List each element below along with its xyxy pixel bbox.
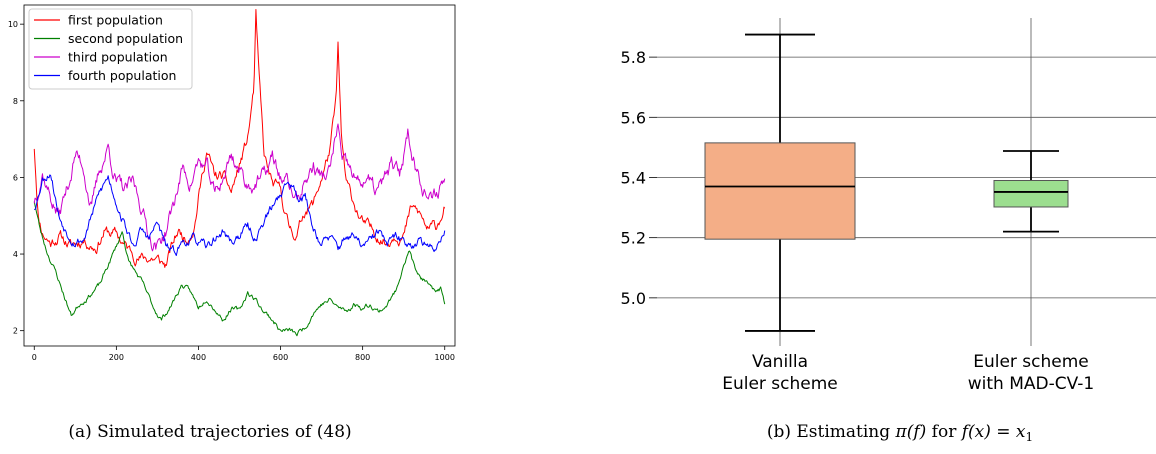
x-tick-label: 600 (273, 353, 288, 362)
x-tick-label: 800 (355, 353, 370, 362)
legend-label: fourth population (68, 68, 176, 83)
x-tick-label: 400 (191, 353, 206, 362)
series-line-1 (33, 9, 446, 268)
right-y-tick-label: 5.0 (621, 289, 646, 308)
left-panel: 0 200 400 600 800 1000 2 4 6 8 10 first populatio… (8, 4, 456, 442)
legend: first population second population third p… (28, 8, 193, 90)
right-y-ticks: 5.0 5.2 5.4 5.6 5.8 (621, 48, 657, 308)
box-label-mad-line1: Euler scheme (973, 352, 1089, 372)
legend-box (28, 8, 193, 90)
legend-label: second population (68, 31, 183, 46)
right-caption: (b) Estimating π(f) for f(x) = x1 (767, 422, 1033, 444)
right-boxes (704, 33, 1069, 332)
y-tick-label: 10 (8, 20, 18, 29)
x-tick-label: 200 (109, 353, 124, 362)
x-tick-label: 1000 (435, 353, 455, 362)
box-label-vanilla-line2: Euler scheme (722, 374, 838, 394)
x-tick-label: 0 (32, 353, 37, 362)
y-tick-label: 8 (13, 97, 18, 106)
box-body (993, 179, 1069, 208)
right-x-labels: Vanilla Euler scheme Euler scheme with M… (722, 352, 1094, 394)
right-y-tick-label: 5.6 (621, 108, 646, 127)
right-caption-mid: for (926, 422, 961, 442)
right-y-tick-label: 5.4 (621, 168, 646, 187)
y-tick-label: 4 (13, 250, 18, 259)
right-caption-prefix: (b) Estimating (767, 422, 896, 442)
legend-label: first population (68, 13, 163, 28)
series-line-4 (33, 174, 446, 257)
right-y-tick-label: 5.8 (621, 48, 646, 67)
legend-label: third population (68, 50, 168, 65)
left-y-ticks: 2 4 6 8 10 (8, 20, 24, 336)
series-line-2 (33, 201, 446, 337)
y-tick-label: 2 (13, 327, 18, 336)
left-caption: (a) Simulated trajectories of (48) (68, 422, 351, 442)
right-caption-subscript: 1 (1026, 430, 1034, 444)
right-panel: 5.0 5.2 5.4 5.6 5.8 Vanilla Euler scheme Eul… (621, 18, 1156, 444)
y-tick-label: 6 (13, 173, 18, 182)
right-caption-math-2: f(x) = x (960, 422, 1026, 442)
box-body (704, 142, 856, 240)
box-label-mad-line2: with MAD-CV-1 (968, 374, 1094, 394)
left-series-lines (33, 9, 446, 337)
left-x-ticks: 0 200 400 600 800 1000 (32, 346, 455, 362)
box-label-vanilla-line1: Vanilla (752, 352, 808, 372)
right-caption-math-1: π(f) (895, 422, 927, 442)
right-y-tick-label: 5.2 (621, 229, 646, 248)
series-line-3 (33, 123, 446, 252)
